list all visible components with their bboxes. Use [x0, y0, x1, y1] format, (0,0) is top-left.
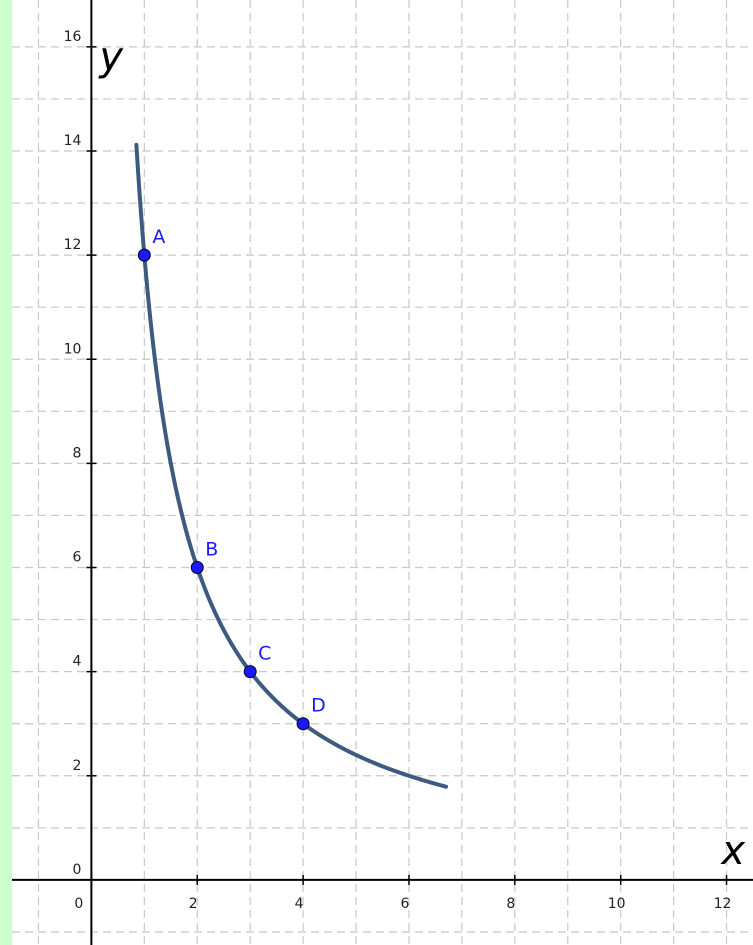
y-tick-label: 12	[64, 237, 82, 253]
axes	[12, 0, 753, 945]
points: A B C D	[137, 226, 326, 731]
x-tick-label: 4	[295, 896, 304, 912]
point-d	[296, 717, 310, 731]
y-tick-label: 2	[72, 758, 81, 774]
x-tick-label: 12	[714, 896, 732, 912]
ticks: 0 2 4 6 8 10 12 0 2 4 6 8 10 12 14 16	[64, 29, 732, 912]
plot-area	[12, 0, 753, 945]
point-label-d: D	[311, 695, 326, 717]
y-tick-label: 6	[72, 550, 81, 566]
x-tick-label: 6	[401, 896, 410, 912]
point-a	[137, 248, 151, 262]
y-tick-label: 0	[72, 862, 81, 878]
y-tick-label: 8	[72, 445, 81, 461]
x-tick-label: 2	[189, 896, 198, 912]
point-c	[243, 665, 257, 679]
point-label-c: C	[258, 643, 271, 665]
y-tick-label: 16	[64, 29, 82, 45]
x-tick-label: 8	[506, 896, 515, 912]
x-axis-label: x	[719, 828, 745, 874]
point-label-a: A	[152, 226, 165, 248]
y-tick-label: 10	[64, 341, 82, 357]
grid	[12, 0, 753, 945]
x-tick-label: 0	[74, 896, 83, 912]
y-tick-label: 4	[72, 654, 81, 670]
x-tick-label: 10	[608, 896, 626, 912]
point-b	[190, 561, 204, 575]
y-tick-label: 14	[64, 133, 82, 149]
point-label-b: B	[205, 539, 218, 561]
curve-series	[134, 142, 449, 789]
y-axis-label: y	[98, 34, 124, 80]
